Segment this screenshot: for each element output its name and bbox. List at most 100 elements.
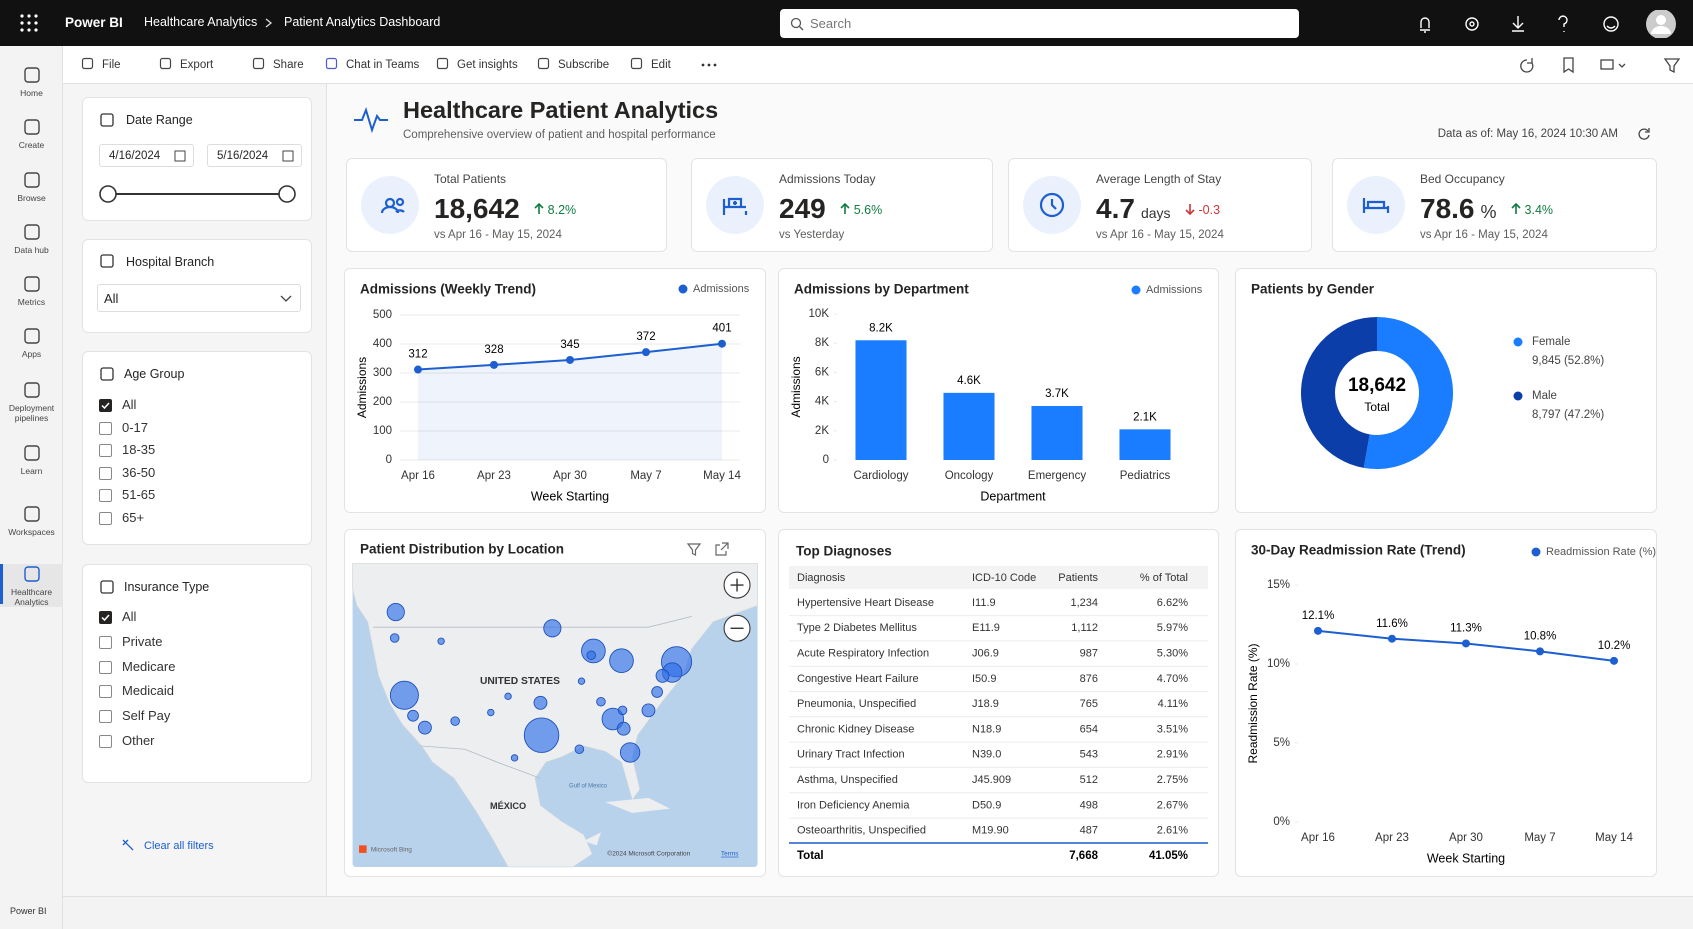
legend-marker (1513, 337, 1523, 347)
toolbar-button[interactable]: Edit (630, 57, 671, 71)
checkbox[interactable] (99, 511, 112, 525)
notifications-icon[interactable] (1420, 17, 1430, 33)
brand[interactable]: Power BI (65, 15, 123, 30)
nav-label: Browse (17, 193, 46, 203)
zoom-out[interactable] (723, 614, 751, 642)
icon-shape (174, 150, 186, 162)
checkbox-label: Medicaid (122, 683, 175, 699)
y-tick-label: 100 (373, 425, 392, 437)
nav-icon (23, 67, 40, 83)
filter-title: Hospital Branch (126, 255, 215, 269)
kpi-card: Admissions Today 249 5.6% vs Yesterday (691, 158, 993, 252)
checkbox-label: Self Pay (122, 708, 171, 724)
view-icon[interactable] (1600, 59, 1614, 70)
toolbar-icon-shape (252, 57, 265, 70)
map-terms[interactable]: Terms (721, 851, 739, 858)
table-cell: 1,234 (1070, 597, 1098, 609)
header-row-bg (789, 566, 1208, 589)
legend-marker (678, 284, 688, 294)
filter-pane-icon[interactable] (1663, 58, 1681, 74)
table-cell: I50.9 (972, 673, 996, 685)
toolbar-button[interactable]: Get insights (436, 57, 518, 71)
nav-icon (23, 445, 40, 461)
data-label: 4.6K (957, 375, 981, 387)
toolbar-button[interactable]: Chat in Teams (325, 57, 419, 71)
checkbox[interactable] (99, 660, 112, 674)
nav-item[interactable]: Home (0, 65, 63, 98)
nav-item[interactable]: Healthcare Analytics (0, 564, 63, 607)
kpi-comparison: vs Yesterday (779, 229, 845, 241)
chevron (280, 295, 292, 302)
nav-icon-shape (23, 382, 40, 398)
checkbox[interactable] (99, 399, 112, 412)
nav-item[interactable]: Deployment pipelines (0, 380, 63, 423)
bar (943, 392, 995, 460)
checkbox[interactable] (99, 611, 112, 624)
filter-pane: Date Range 4/16/2024 5/16/2024 Hospital Bra… (63, 84, 327, 896)
checkbox[interactable] (99, 466, 112, 480)
point (1388, 634, 1396, 643)
map-bubble (596, 696, 606, 707)
dropdown[interactable]: All (97, 284, 301, 312)
breadcrumb[interactable]: Healthcare Analytics (144, 15, 258, 29)
filter-title: Date Range (126, 113, 193, 127)
breadcrumb[interactable]: Patient Analytics Dashboard (284, 15, 441, 29)
kpi-icon-glyph (1362, 198, 1390, 213)
toolbar-icon-shape (537, 57, 550, 70)
nav-item[interactable]: Create (0, 117, 63, 150)
search-box[interactable]: Search (780, 9, 1299, 38)
table-cell: 498 (1080, 799, 1098, 811)
nav-icon (23, 276, 40, 292)
nav-item[interactable]: Data hub (0, 222, 63, 255)
nav-item[interactable]: Apps (0, 326, 63, 359)
checkbox[interactable] (99, 635, 112, 649)
toolbar-button[interactable]: File (81, 57, 121, 71)
checkbox[interactable] (99, 444, 112, 457)
toolbar-button[interactable]: Share (252, 57, 304, 71)
nav-item[interactable]: Metrics (0, 274, 63, 307)
zoom-in[interactable] (723, 571, 751, 599)
data-label: 372 (636, 331, 655, 343)
bookmark-icon[interactable] (1563, 57, 1574, 74)
app-launcher[interactable] (20, 14, 38, 32)
nav-item[interactable]: Browse (0, 170, 63, 203)
help-icon[interactable] (1558, 15, 1568, 32)
feedback-icon[interactable] (1603, 16, 1619, 32)
nav-item[interactable]: Workspaces (0, 504, 63, 537)
toolbar-button[interactable]: Subscribe (537, 57, 609, 71)
data-as-of: Data as of: May 16, 2024 10:30 AM (1437, 128, 1618, 140)
x-axis-label: Week Starting (1427, 851, 1505, 865)
kpi-value-row: 78.6% 3.4% (1420, 193, 1553, 225)
nav-item[interactable]: Learn (0, 443, 63, 476)
map-bubble (389, 680, 419, 710)
checkbox[interactable] (99, 710, 112, 724)
y-tick-label: 10% (1267, 658, 1290, 670)
kpi-icon (361, 176, 419, 234)
toolbar-icon-shape (159, 57, 172, 70)
checkbox[interactable] (99, 735, 112, 748)
checkbox[interactable] (99, 421, 112, 435)
date-input[interactable]: 5/16/2024 (207, 144, 302, 167)
map-visual: Patient Distribution by Location UNITED S… (352, 542, 758, 868)
toolbar-icon (630, 57, 643, 70)
report-title: Healthcare Patient Analytics (403, 97, 719, 123)
point (566, 355, 574, 364)
kpi-card: Average Length of Stay 4.7 days -0.3 vs Apr … (1008, 158, 1312, 252)
clear-filters[interactable]: Clear all filters (122, 839, 214, 852)
nav-icon-shape (23, 506, 40, 522)
x-tick-label: Apr 30 (1449, 832, 1483, 844)
settings-icon[interactable] (1465, 17, 1479, 31)
refresh-icon[interactable] (1520, 58, 1534, 73)
checkbox[interactable] (99, 685, 112, 699)
bing-logo (359, 845, 367, 853)
checkbox[interactable] (99, 489, 112, 502)
date-input[interactable]: 4/16/2024 (99, 144, 194, 167)
table-cell: E11.9 (972, 622, 1000, 634)
toolbar-button[interactable]: Export (159, 57, 213, 71)
data-label: 11.6% (1376, 618, 1408, 630)
y-tick-label: 400 (373, 338, 392, 350)
map-bubble (407, 709, 419, 722)
download-icon[interactable] (1512, 16, 1524, 32)
chart: 30-Day Readmission Rate (Trend) 0% 5% 10% 15… (1246, 543, 1656, 866)
table-cell: 876 (1080, 673, 1098, 685)
